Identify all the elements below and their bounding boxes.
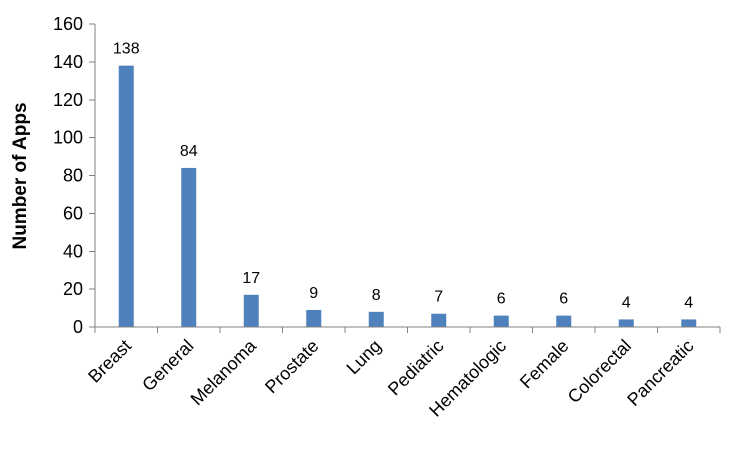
data-label-pediatric: 7	[434, 289, 443, 306]
y-axis-title: Number of Apps	[10, 102, 31, 249]
data-label-female: 6	[559, 291, 568, 308]
y-tick-label: 20	[63, 279, 83, 299]
bar-pancreatic	[681, 319, 697, 327]
data-label-pancreatic: 4	[684, 294, 693, 311]
bar-female	[556, 315, 572, 327]
x-tick-label-breast: Breast	[84, 336, 135, 387]
data-label-breast: 138	[113, 41, 140, 58]
bars	[118, 65, 697, 327]
x-tick-label-general: General	[138, 336, 197, 395]
bar-lung	[368, 311, 384, 327]
y-axis-ticks: 0 20 40 60 80 100 120 140 160	[53, 14, 95, 337]
bar-breast	[118, 65, 134, 327]
data-label-hematologic: 6	[497, 291, 506, 308]
x-tick-label-female: Female	[516, 336, 573, 393]
x-tick-label-lung: Lung	[343, 336, 385, 378]
data-label-colorectal: 4	[622, 294, 631, 311]
bar-colorectal	[618, 319, 634, 327]
x-tick-label-pediatric: Pediatric	[384, 336, 448, 400]
bar-prostate	[306, 309, 322, 327]
y-tick-label: 140	[53, 52, 83, 72]
data-label-general: 84	[180, 143, 198, 160]
y-tick-label: 60	[63, 203, 83, 223]
bar-general	[181, 167, 197, 327]
y-tick-label: 120	[53, 90, 83, 110]
y-tick-label: 80	[63, 166, 83, 186]
data-label-prostate: 9	[309, 285, 318, 302]
x-tick-label-melanoma: Melanoma	[187, 335, 261, 409]
x-tick-label-prostate: Prostate	[261, 336, 323, 398]
x-tick-label-pancreatic: Pancreatic	[623, 336, 697, 410]
y-tick-label: 160	[53, 14, 83, 34]
bar-melanoma	[243, 294, 259, 327]
y-tick-label: 40	[63, 241, 83, 261]
y-tick-label: 100	[53, 128, 83, 148]
y-tick-label: 0	[73, 317, 83, 337]
bar-hematologic	[493, 315, 509, 327]
bar-pediatric	[431, 313, 447, 327]
data-label-melanoma: 17	[242, 270, 260, 287]
data-label-lung: 8	[372, 287, 381, 304]
data-labels: 138 84 17 9 8 7 6 6 4 4	[113, 41, 693, 312]
